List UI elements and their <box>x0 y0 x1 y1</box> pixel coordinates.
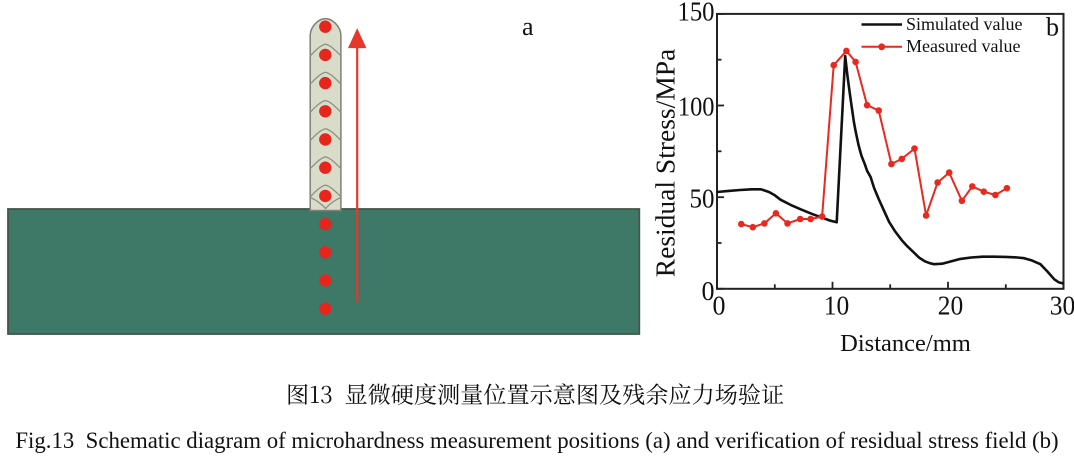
svg-text:b: b <box>1046 13 1059 42</box>
svg-text:30: 30 <box>1050 291 1074 321</box>
svg-text:Fig.13 Schematic diagram of m: Fig.13 Schematic diagram of microhardnes… <box>15 428 1058 453</box>
svg-text:100: 100 <box>678 91 715 121</box>
svg-text:0: 0 <box>702 276 715 306</box>
svg-text:Residual Stress/MPa: Residual Stress/MPa <box>650 49 681 277</box>
svg-text:Distance/mm: Distance/mm <box>840 330 971 357</box>
svg-text:50: 50 <box>690 184 715 214</box>
svg-text:20: 20 <box>938 291 964 321</box>
svg-text:10: 10 <box>824 291 850 321</box>
svg-text:Simulated value: Simulated value <box>906 14 1022 34</box>
svg-text:0: 0 <box>713 291 726 321</box>
svg-text:150: 150 <box>678 0 715 27</box>
svg-text:Measured value: Measured value <box>906 36 1020 56</box>
svg-text:a: a <box>522 12 534 41</box>
